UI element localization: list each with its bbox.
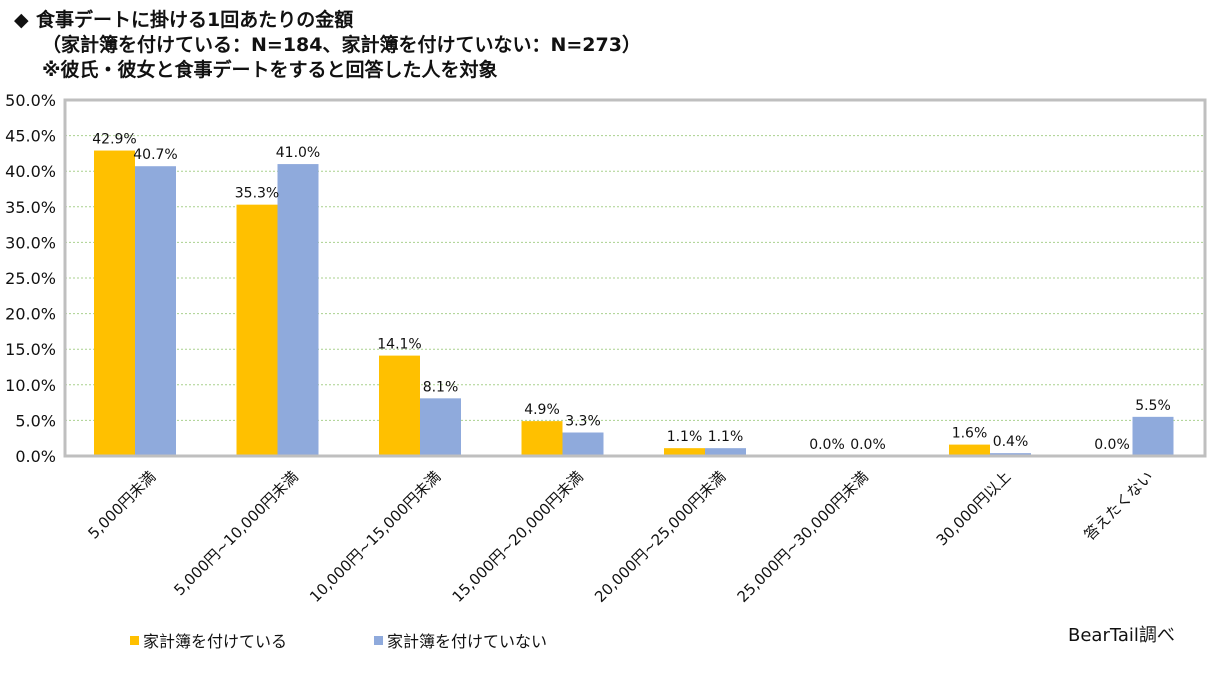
title-line-3: ※彼氏・彼女と食事デートをすると回答した人を対象 — [42, 59, 498, 81]
chart-title: ◆ 食事デートに掛ける1回あたりの金額 （家計簿を付けている：N=184、家計簿を… — [14, 8, 641, 83]
y-tick-label: 40.0% — [5, 162, 56, 181]
data-label-series-2: 0.0% — [850, 437, 886, 453]
y-tick-label: 45.0% — [5, 127, 56, 146]
y-tick-label: 5.0% — [15, 411, 56, 430]
data-label-series-2: 8.1% — [423, 379, 459, 395]
data-labels-layer: 42.9%40.7% 35.3% 41.0% 14.1% 8.1% 4.9% 3.3% 1.1… — [92, 132, 1171, 453]
data-label-series-1: 14.1% — [377, 337, 421, 353]
x-tick-label: 15,000円~20,000円未満 — [449, 468, 587, 606]
legend-swatch-series-2 — [374, 636, 383, 645]
data-label-series-1: 1.1% — [667, 429, 703, 445]
legend-item-series-1: 家計簿を付けている — [130, 628, 287, 652]
x-axis-ticks: 5,000円未満 5,000円~10,000円未満 10,000円~15,000円未… — [84, 468, 1156, 606]
bar-series-2 — [277, 164, 319, 456]
bar-series-1 — [379, 355, 420, 456]
legend-label-series-1: 家計簿を付けている — [143, 632, 288, 651]
data-label-series-2: 41.0% — [276, 145, 320, 161]
legend-swatch-series-1 — [130, 636, 139, 645]
data-label-series-1: 35.3% — [235, 186, 279, 202]
data-label-series-2: 0.4% — [993, 434, 1029, 450]
data-label-series-1: 0.0% — [1094, 437, 1130, 453]
x-tick-label: 答えたくない — [1080, 468, 1156, 544]
x-tick-label: 25,000円~30,000円未満 — [734, 468, 872, 606]
plot-frame — [63, 98, 1207, 458]
x-tick-label: 10,000円~15,000円未満 — [306, 468, 444, 606]
y-tick-label: 35.0% — [5, 198, 56, 217]
data-label-series-2: 1.1% — [708, 429, 744, 445]
bar-series-2 — [705, 448, 746, 456]
x-tick-label: 30,000円以上 — [933, 468, 1015, 550]
y-tick-label: 25.0% — [5, 269, 56, 288]
data-label-series-1: 1.6% — [952, 426, 988, 442]
y-tick-label: 20.0% — [5, 305, 56, 324]
grid-layer — [65, 135, 1205, 421]
source-note: BearTail調べ — [1068, 625, 1175, 646]
bar-series-1 — [949, 444, 990, 456]
data-label-series-1: 42.9% — [92, 132, 136, 148]
bar-series-2 — [135, 166, 176, 456]
bars-layer — [94, 150, 1174, 456]
title-text: 食事デートに掛ける1回あたりの金額 — [36, 9, 354, 31]
x-tick-label: 20,000円~25,000円未満 — [591, 468, 729, 606]
bar-series-1 — [236, 204, 278, 456]
y-tick-label: 50.0% — [5, 91, 56, 110]
data-label-series-2: 5.5% — [1135, 398, 1171, 414]
x-tick-label: 5,000円未満 — [84, 468, 159, 543]
title-line-2: （家計簿を付けている：N=184、家計簿を付けていない：N=273） — [42, 34, 641, 56]
bar-series-2 — [1132, 416, 1174, 456]
diamond-bullet-icon: ◆ — [14, 9, 29, 31]
data-label-series-1: 0.0% — [809, 437, 845, 453]
y-tick-label: 30.0% — [5, 233, 56, 252]
data-label-series-1: 4.9% — [524, 402, 560, 418]
data-label-series-2: 40.7% — [133, 147, 177, 163]
legend-label-series-2: 家計簿を付けていない — [387, 632, 548, 651]
y-tick-label: 15.0% — [5, 340, 56, 359]
bar-series-1 — [664, 448, 705, 456]
bar-series-2 — [562, 432, 604, 456]
bar-series-2 — [420, 398, 461, 456]
y-tick-label: 10.0% — [5, 376, 56, 395]
title-line-1: ◆ 食事デートに掛ける1回あたりの金額 — [14, 8, 641, 33]
data-label-series-2: 3.3% — [565, 414, 601, 430]
y-tick-label: 0.0% — [15, 447, 56, 466]
legend-item-series-2: 家計簿を付けていない — [374, 628, 547, 652]
bar-series-1 — [521, 421, 563, 456]
y-axis-ticks: 0.0% 5.0% 10.0% 15.0% 20.0% 25.0% 30.0% 35.0% 40… — [5, 91, 56, 466]
x-tick-label: 5,000円~10,000円未満 — [170, 468, 302, 600]
bar-series-1 — [94, 150, 135, 456]
